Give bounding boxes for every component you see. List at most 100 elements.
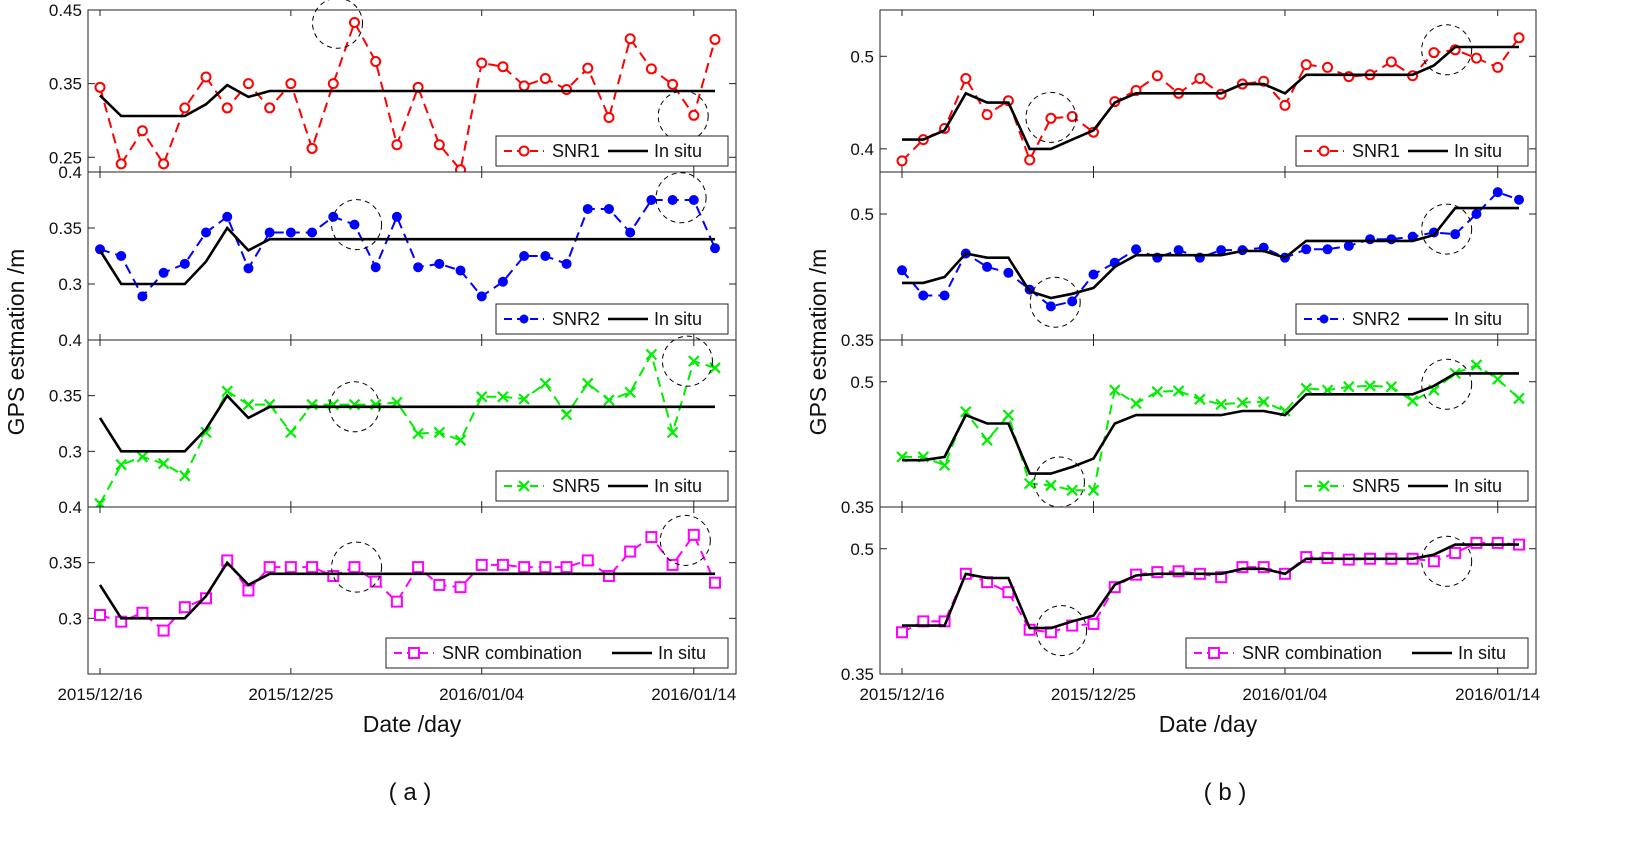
legend-label: In situ <box>658 643 706 663</box>
marker-snr1 <box>348 17 360 29</box>
series-line-in-situ <box>902 206 1519 300</box>
marker-snr1 <box>709 33 721 45</box>
y-tick-label: 0.35 <box>841 498 874 517</box>
marker-snr1 <box>264 102 276 114</box>
marker-snr-combination <box>581 554 594 567</box>
series-line-in-situ <box>99 83 715 118</box>
marker-stroke <box>1194 393 1206 406</box>
marker-snr2 <box>582 203 593 214</box>
marker-snr-combination <box>518 561 531 574</box>
y-tick-label: 0.35 <box>49 75 82 94</box>
marker-snr1 <box>1385 56 1397 68</box>
highlight-circle <box>657 90 709 142</box>
marker-snr-combination <box>1300 551 1313 564</box>
legend-label: In situ <box>654 476 702 496</box>
panel-a: 0.25 0.35 0.45 SNR1 In situ 0.3 0.35 0.4 SNR2 In … <box>3 0 737 806</box>
x-tick-label: 2016/01/14 <box>1455 685 1540 704</box>
marker-snr-combination <box>1257 561 1270 574</box>
marker-stroke <box>1470 359 1483 371</box>
marker-snr-combination <box>496 558 509 571</box>
legend-box <box>1185 637 1529 669</box>
marker-snr5 <box>581 377 594 390</box>
highlight-circle <box>328 381 380 433</box>
marker-snr1 <box>561 84 573 96</box>
axes-frame <box>879 506 1537 675</box>
marker-stroke <box>666 426 679 439</box>
series-line-snr-combination <box>99 532 716 632</box>
series-line-snr2 <box>901 191 1520 308</box>
marker-snr2 <box>1492 187 1503 198</box>
highlight-circle <box>1421 358 1473 410</box>
marker-snr5 <box>938 459 951 472</box>
legend-label: In situ <box>1454 309 1502 329</box>
marker-stroke <box>896 451 908 463</box>
marker-snr-combination <box>327 570 340 583</box>
marker-stroke <box>1066 484 1078 497</box>
marker-snr2 <box>939 290 950 301</box>
marker-snr2 <box>179 258 190 269</box>
marker-snr2 <box>434 258 445 269</box>
marker-snr5 <box>709 362 721 374</box>
marker-snr2 <box>688 195 699 205</box>
legend: SNR5 In situ <box>495 470 729 502</box>
marker-snr-combination <box>602 570 615 583</box>
legend: SNR combination In situ <box>385 637 729 669</box>
marker-snr5 <box>981 434 993 446</box>
marker-snr5 <box>221 385 234 397</box>
marker-stroke <box>1045 479 1057 492</box>
marker-stroke <box>433 426 446 439</box>
marker-stroke <box>581 377 594 390</box>
legend: SNR2 In situ <box>1295 303 1529 335</box>
series-line-snr2 <box>99 199 716 299</box>
series-line-in-situ <box>902 372 1519 475</box>
marker-snr2 <box>116 251 127 261</box>
legend: SNR5 In situ <box>1295 470 1529 502</box>
marker-snr-combination <box>221 554 234 567</box>
y-tick-label: 0.4 <box>58 331 82 350</box>
marker-snr-combination <box>624 545 637 558</box>
marker-stroke <box>1002 409 1015 421</box>
marker-snr-combination <box>896 626 908 639</box>
x-axis-label: Date /day <box>363 711 462 737</box>
marker-stroke <box>1172 385 1185 397</box>
marker-snr5 <box>1257 396 1270 408</box>
x-tick-label: 2015/12/16 <box>57 685 142 704</box>
marker-stroke <box>454 434 467 446</box>
legend-label: In situ <box>654 309 702 329</box>
marker-snr-combination <box>454 581 467 594</box>
y-tick-label: 0.3 <box>58 275 82 294</box>
marker-snr-combination <box>242 584 255 597</box>
marker-stroke <box>1513 392 1525 405</box>
y-tick-label: 0.25 <box>49 148 82 167</box>
marker-snr5 <box>1045 479 1057 492</box>
marker-snr-combination <box>178 601 191 614</box>
marker-stroke <box>518 393 530 405</box>
marker-snr5 <box>1385 380 1398 393</box>
marker-snr-combination <box>157 624 170 637</box>
marker-snr1 <box>624 33 636 45</box>
marker-stroke <box>1257 396 1270 408</box>
highlight-circle <box>1033 456 1085 508</box>
series-line-in-situ <box>98 560 715 620</box>
legend-label: SNR combination <box>1242 643 1382 663</box>
series-line-snr5 <box>99 351 716 505</box>
marker-snr5 <box>1491 373 1504 386</box>
marker-snr5 <box>539 377 552 390</box>
series-line-snr1 <box>99 20 716 172</box>
marker-snr-combination <box>263 561 276 574</box>
legend-marker <box>519 314 529 324</box>
marker-stroke <box>938 459 951 472</box>
marker-snr1 <box>433 139 445 151</box>
marker-stroke <box>179 470 191 482</box>
marker-stroke <box>1491 373 1504 386</box>
subplot-b-1: 0.4 0.5 SNR1 In situ <box>850 9 1537 173</box>
y-tick-label: 0.3 <box>58 609 82 628</box>
marker-snr1 <box>688 109 700 121</box>
marker-snr5 <box>115 458 127 471</box>
marker-snr2 <box>1301 244 1312 255</box>
marker-snr-combination <box>666 558 679 571</box>
marker-snr2 <box>1045 301 1056 312</box>
marker-snr2 <box>370 262 381 273</box>
highlight-circle <box>1036 605 1088 657</box>
